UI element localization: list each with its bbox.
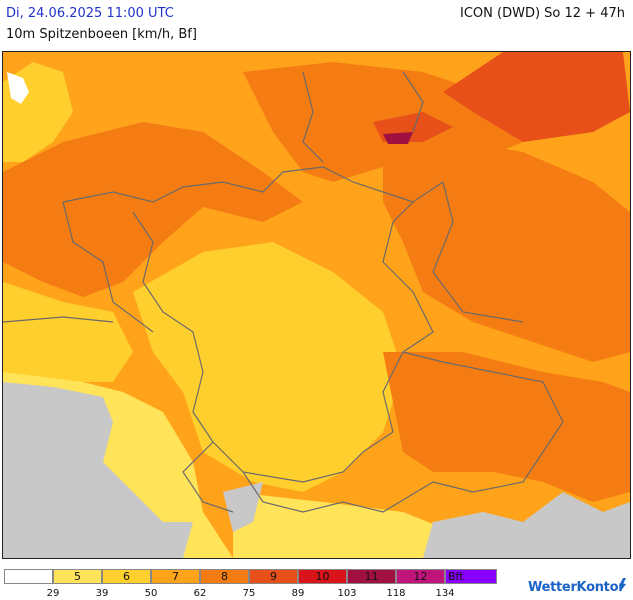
legend-threshold: 62 <box>193 588 207 599</box>
model-run-label: ICON (DWD) So 12 + 47h <box>460 6 625 21</box>
legend-cell: Bft <box>445 569 497 584</box>
legend-cell: 9 <box>249 569 298 584</box>
germany-bf6 <box>133 242 403 492</box>
legend-cell: 8 <box>200 569 249 584</box>
north-sea-bf8 <box>3 122 303 297</box>
legend-cell: 11 <box>347 569 396 584</box>
no-data-lake <box>223 482 263 532</box>
wetterkontor-logo-icon <box>619 578 626 592</box>
legend-cell: 6 <box>102 569 151 584</box>
legend-threshold: 75 <box>242 588 256 599</box>
legend-threshold: 29 <box>46 588 60 599</box>
legend-threshold: 89 <box>291 588 305 599</box>
legend-cell: 10 <box>298 569 347 584</box>
legend-threshold: 50 <box>144 588 158 599</box>
legend-cell: 12 <box>396 569 445 584</box>
forecast-datetime: Di, 24.06.2025 11:00 UTC <box>6 6 174 21</box>
baltic-bf9 <box>443 52 630 142</box>
alps-bf5 <box>233 492 473 558</box>
map-canvas <box>3 52 630 558</box>
legend-cell: 7 <box>151 569 200 584</box>
legend-threshold: 134 <box>435 588 455 599</box>
uk-calm-area <box>7 72 29 104</box>
legend-threshold: 39 <box>95 588 109 599</box>
legend-cell <box>4 569 53 584</box>
czech-bf8 <box>383 352 630 502</box>
benelux-bf6 <box>3 282 133 382</box>
legend-threshold: 103 <box>337 588 357 599</box>
brand-name: WetterKontor <box>528 580 625 595</box>
legend-threshold: 118 <box>386 588 406 599</box>
coast-bf11 <box>383 132 413 144</box>
legend-cell: 5 <box>53 569 102 584</box>
poland-bf8 <box>383 142 630 362</box>
country-borders <box>3 71 564 513</box>
no-data-west <box>3 382 193 558</box>
wind-gust-map <box>2 51 631 559</box>
no-data-southeast <box>423 492 630 558</box>
parameter-title: 10m Spitzenboeen [km/h, Bf] <box>6 27 197 42</box>
